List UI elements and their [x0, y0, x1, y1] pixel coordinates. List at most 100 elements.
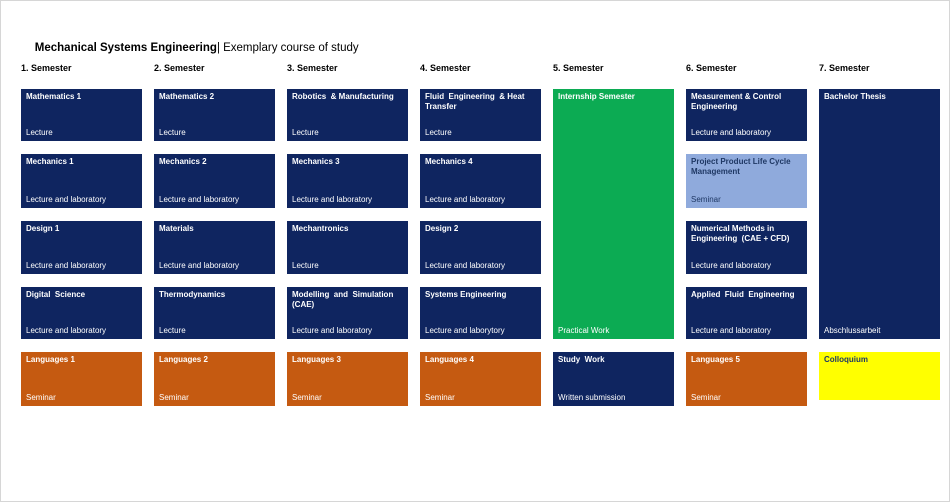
course-format: Written submission — [558, 393, 626, 403]
course-block: Design 2 Lecture and laboratory — [420, 221, 541, 274]
course-title: Design 2 — [425, 224, 459, 233]
semester-column-5: 5. Semester Internship Semester Practica… — [553, 63, 674, 406]
course-title: Mathematics 2 — [159, 92, 215, 101]
semester-column-6: 6. Semester Measurement & Control Engine… — [686, 63, 807, 406]
course-title: Mechantronics — [292, 224, 349, 233]
bachelor-thesis-block: Bachelor Thesis Abschlussarbeit — [819, 89, 940, 339]
course-title: Study Work — [558, 355, 605, 364]
course-title: Mechanics 4 — [425, 157, 473, 166]
page-title-program: Mechanical Systems Engineering — [34, 42, 217, 54]
course-block: Study Work Written submission — [553, 352, 674, 406]
semester-column-2: 2. Semester Mathematics 2 Lecture Mechan… — [154, 63, 275, 406]
course-block: Robotics & Manufacturing Lecture — [287, 89, 408, 141]
course-title: Thermodynamics — [159, 290, 226, 299]
course-block: Mathematics 2 Lecture — [154, 89, 275, 141]
semester-body: Fluid Engineering & Heat Transfer Lectur… — [420, 89, 541, 406]
course-block: Languages 3 Seminar — [287, 352, 408, 406]
course-format: Lecture and laboratory — [26, 195, 107, 205]
course-format: Seminar — [26, 393, 56, 403]
course-format: Seminar — [691, 195, 721, 205]
semester-body: Measurement & Control Engineering Lectur… — [686, 89, 807, 406]
course-title: Mechanics 1 — [26, 157, 74, 166]
course-block: Applied Fluid Engineering Lecture and la… — [686, 287, 807, 339]
course-format: Lecture — [159, 326, 186, 336]
course-block: Mechanics 3 Lecture and laboratory — [287, 154, 408, 208]
semester-body: Mathematics 2 Lecture Mechanics 2 Lectur… — [154, 89, 275, 406]
course-block: Numerical Methods in Engineering (CAE + … — [686, 221, 807, 274]
course-format: Lecture and laboratory — [26, 326, 107, 336]
course-format: Practical Work — [558, 326, 610, 336]
course-title: Mechanics 2 — [159, 157, 207, 166]
course-title: Numerical Methods in Engineering (CAE + … — [691, 224, 790, 243]
course-title: Mechanics 3 — [292, 157, 340, 166]
course-format: Lecture and laboratory — [292, 326, 373, 336]
semester-body: Mathematics 1 Lecture Mechanics 1 Lectur… — [21, 89, 142, 406]
semester-header: 6. Semester — [686, 63, 737, 73]
course-block: Languages 4 Seminar — [420, 352, 541, 406]
course-format: Lecture — [292, 261, 319, 271]
course-block: Languages 2 Seminar — [154, 352, 275, 406]
course-format: Lecture and laborytory — [425, 326, 505, 336]
course-block: Modelling and Simulation (CAE) Lecture a… — [287, 287, 408, 339]
course-format: Lecture and laboratory — [159, 195, 240, 205]
course-format: Seminar — [425, 393, 455, 403]
course-title: Measurement & Control Engineering — [691, 92, 784, 111]
internship-block: Internship Semester Practical Work — [553, 89, 674, 339]
course-block: Project Product Life Cycle Management Se… — [686, 154, 807, 208]
semester-body: Robotics & Manufacturing Lecture Mechani… — [287, 89, 408, 406]
course-format: Lecture and laboratory — [425, 261, 506, 271]
course-block: Mechanics 2 Lecture and laboratory — [154, 154, 275, 208]
course-format: Seminar — [159, 393, 189, 403]
semester-body: Internship Semester Practical Work Study… — [553, 89, 674, 406]
semester-column-7: 7. Semester Bachelor Thesis Abschlussarb… — [819, 63, 940, 406]
course-format: Abschlussarbeit — [824, 326, 881, 336]
course-title: Systems Engineering — [425, 290, 507, 299]
semester-header: 3. Semester — [287, 63, 338, 73]
colloquium-block: Colloquium — [819, 352, 940, 400]
course-block: Mathematics 1 Lecture — [21, 89, 142, 141]
course-title: Languages 4 — [425, 355, 474, 364]
course-title: Languages 3 — [292, 355, 341, 364]
course-title: Languages 5 — [691, 355, 740, 364]
semester-header: 1. Semester — [21, 63, 72, 73]
course-title: Fluid Engineering & Heat Transfer — [425, 92, 527, 111]
course-format: Lecture and laboratory — [691, 128, 772, 138]
course-block: Mechanics 4 Lecture and laboratory — [420, 154, 541, 208]
course-block: Mechantronics Lecture — [287, 221, 408, 274]
course-block: Languages 5 Seminar — [686, 352, 807, 406]
course-format: Lecture — [425, 128, 452, 138]
semester-column-3: 3. Semester Robotics & Manufacturing Lec… — [287, 63, 408, 406]
course-title: Design 1 — [26, 224, 60, 233]
semester-header: 7. Semester — [819, 63, 870, 73]
course-format: Seminar — [691, 393, 721, 403]
course-block: Mechanics 1 Lecture and laboratory — [21, 154, 142, 208]
course-title: Languages 1 — [26, 355, 75, 364]
course-title: Colloquium — [824, 355, 868, 364]
semester-header: 5. Semester — [553, 63, 604, 73]
page-title: Mechanical Systems Engineering| Exemplar… — [22, 30, 359, 66]
course-title: Applied Fluid Engineering — [691, 290, 795, 299]
course-title: Modelling and Simulation (CAE) — [292, 290, 396, 309]
course-format: Lecture and laboratory — [159, 261, 240, 271]
semester-header: 4. Semester — [420, 63, 471, 73]
semester-header: 2. Semester — [154, 63, 205, 73]
course-format: Lecture and laboratory — [691, 261, 772, 271]
course-block: Thermodynamics Lecture — [154, 287, 275, 339]
course-block: Design 1 Lecture and laboratory — [21, 221, 142, 274]
course-block: Languages 1 Seminar — [21, 352, 142, 406]
course-title: Bachelor Thesis — [824, 92, 886, 101]
course-format: Lecture and laboratory — [691, 326, 772, 336]
course-block: Materials Lecture and laboratory — [154, 221, 275, 274]
course-title: Languages 2 — [159, 355, 208, 364]
course-title: Project Product Life Cycle Management — [691, 157, 793, 176]
course-title: Mathematics 1 — [26, 92, 82, 101]
semester-column-1: 1. Semester Mathematics 1 Lecture Mechan… — [21, 63, 142, 406]
page-title-subtitle: | Exemplary course of study — [216, 42, 359, 54]
course-format: Seminar — [292, 393, 322, 403]
course-format: Lecture and laboratory — [425, 195, 506, 205]
semester-body: Bachelor Thesis Abschlussarbeit Colloqui… — [819, 89, 940, 406]
course-format: Lecture — [159, 128, 186, 138]
course-format: Lecture — [292, 128, 319, 138]
course-format: Lecture and laboratory — [292, 195, 373, 205]
